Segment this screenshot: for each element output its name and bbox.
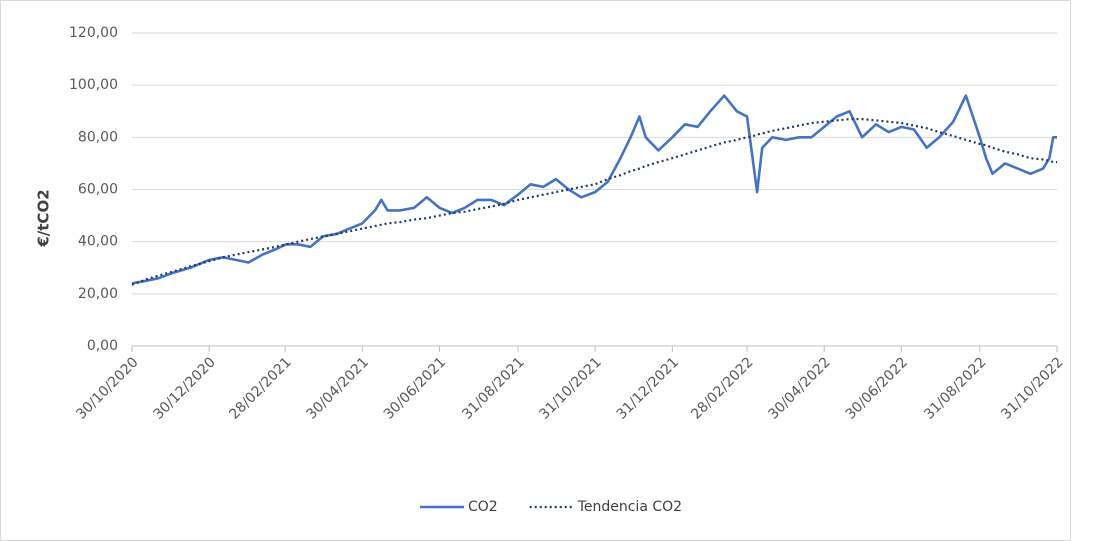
x-tick-label: 31/10/2022	[998, 354, 1066, 422]
y-tick-label: 0,00	[87, 338, 118, 354]
line-series	[131, 94, 1057, 285]
y-tick-label: 120,00	[69, 25, 118, 41]
x-tick-label: 28/02/2021	[226, 354, 294, 422]
y-axis-label: €/tCO2	[35, 189, 53, 247]
x-tick-label: 28/02/2022	[688, 354, 756, 422]
x-tick-label: 30/12/2020	[150, 354, 218, 422]
y-tick-label: 80,00	[78, 129, 118, 145]
x-tick-label: 30/06/2022	[843, 354, 911, 422]
y-tick-label: 40,00	[78, 234, 118, 250]
legend-label: Tendencia CO2	[577, 499, 682, 515]
chart-frame	[0, 0, 1071, 541]
y-tick-label: 100,00	[69, 77, 118, 93]
x-tick-label: 30/10/2020	[73, 354, 141, 422]
y-tick-label: 60,00	[78, 182, 118, 198]
x-tick-label: 31/10/2021	[536, 354, 604, 422]
legend-label: CO2	[468, 499, 498, 515]
x-tick-label: 30/06/2021	[381, 354, 449, 422]
x-tick-label: 31/08/2021	[459, 354, 527, 422]
x-tick-label: 31/12/2021	[614, 354, 682, 422]
x-tick-label: 30/04/2021	[304, 354, 372, 422]
x-tick-label: 30/04/2022	[765, 354, 833, 422]
line-series	[131, 118, 1057, 286]
y-tick-label: 20,00	[78, 286, 118, 302]
x-tick-label: 31/08/2022	[921, 354, 989, 422]
